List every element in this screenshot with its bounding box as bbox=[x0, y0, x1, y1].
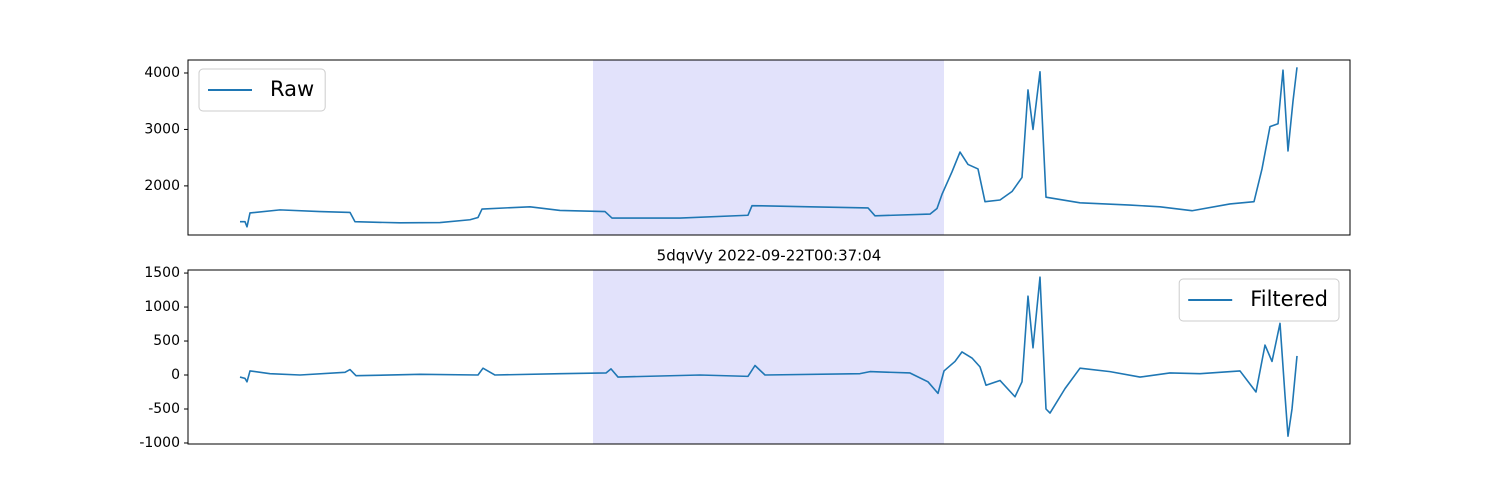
legend-box bbox=[1178, 278, 1340, 322]
shaded-region bbox=[593, 270, 944, 444]
legend-label: Filtered bbox=[1250, 287, 1328, 311]
data-line bbox=[239, 276, 1298, 437]
y-tick-label: -1000 bbox=[139, 435, 180, 451]
y-tick-label: 3000 bbox=[144, 121, 180, 137]
axes-frame bbox=[187, 59, 1351, 236]
legend: Raw bbox=[198, 68, 326, 112]
legend-label: Raw bbox=[270, 77, 314, 101]
y-tick-label: 1500 bbox=[144, 265, 180, 281]
chart-title: 5dqvVy 2022-09-22T00:37:04 bbox=[657, 247, 882, 265]
y-tick-label: 500 bbox=[153, 333, 180, 349]
subplot: 2000 3000 4000 Raw bbox=[144, 59, 1351, 236]
y-tick-label: 2000 bbox=[144, 178, 180, 194]
y-tick-label: 0 bbox=[171, 367, 180, 383]
y-tick-label: 4000 bbox=[144, 65, 180, 81]
y-tick-label: -500 bbox=[148, 401, 180, 417]
legend-box bbox=[198, 68, 326, 112]
y-tick-label: 1000 bbox=[144, 299, 180, 315]
axes-frame bbox=[187, 269, 1351, 445]
data-line bbox=[240, 67, 1298, 228]
shaded-region bbox=[593, 60, 944, 235]
subplot: -1000 -500 0 500 1000 1500 5dqvVy 2022-09-22T0… bbox=[139, 247, 1351, 451]
legend: Filtered bbox=[1178, 278, 1340, 322]
